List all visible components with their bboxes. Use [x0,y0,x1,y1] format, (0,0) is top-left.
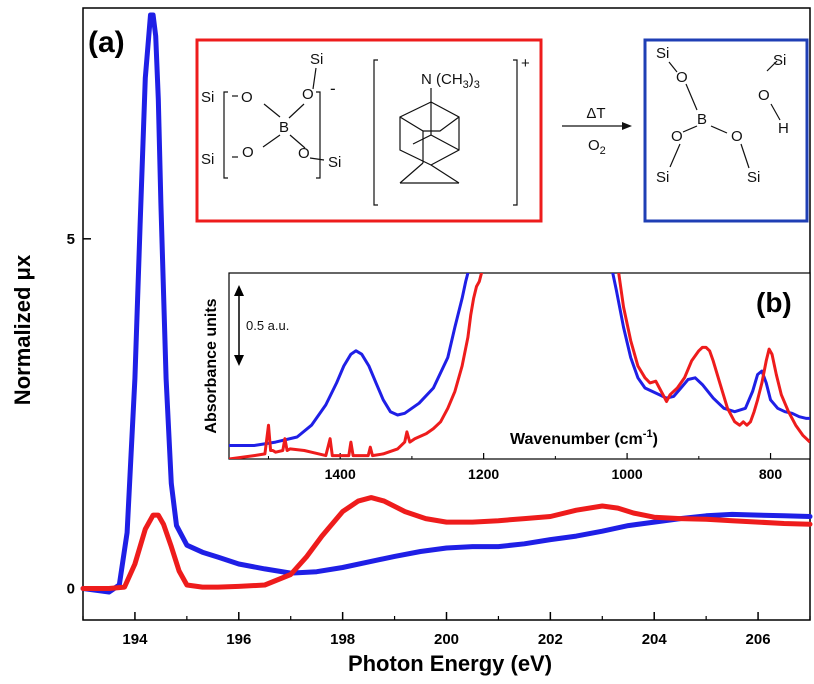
main-series-group [80,12,813,595]
borate-charge: - [330,79,336,98]
arrow-label-bottom-sub: 2 [600,145,606,157]
x-tick-label: 194 [122,631,148,648]
inset-x-axis-title: Wavenumber (cm-1) [510,428,658,448]
inset-series-group [229,273,810,459]
cation-amine-main: N (CH [421,71,463,88]
inset-series-line-0 [229,273,470,447]
adamantane-structure [373,59,518,206]
product-structure [668,60,781,169]
cation-amine: N (CH3)3 [421,71,480,91]
main-axis-ticks: 194 196 198 200 202 204 206 0 5 [67,231,811,648]
borate-si-left-bottom: Si [201,151,214,168]
inset-x-axis-title-sup: -1 [643,428,653,440]
x-tick-label: 198 [330,631,355,648]
inset-x-tick-label: 1000 [612,466,643,482]
borate-o-bottom-left: O [242,144,254,161]
reactant-box [195,38,543,223]
product-o-right: O [731,128,743,145]
inset-x-axis-title-close: ) [653,431,658,448]
main-series-line-1 [80,495,813,591]
inset-series-clip [229,273,810,459]
product-o-oh: O [758,87,770,104]
x-tick-label: 196 [226,631,251,648]
inset-axis-ticks: 1400 1200 1000 800 [267,453,783,482]
inset-x-axis-title-main: Wavenumber (cm [510,431,643,448]
borate-si-left-top: Si [201,89,214,106]
cation-amine-close: ) [469,71,474,88]
inset-x-tick-label: 1200 [468,466,499,482]
arrow-label-top: ΔT [586,105,605,122]
product-b: B [697,111,707,128]
x-tick-label: 200 [434,631,459,648]
x-tick-label: 204 [642,631,668,648]
product-si-right: Si [747,169,760,186]
cation-charge: + [521,55,530,72]
scale-bar-label: 0.5 a.u. [246,318,289,333]
panel-a-label: (a) [88,26,125,59]
product-box [643,38,809,223]
y-axis-title: Normalized μx [10,254,35,405]
reaction-arrow [562,122,632,130]
product-si-top: Si [656,45,669,62]
product-si-oh: Si [773,52,786,69]
borate-o-bottom-right: O [298,145,310,162]
panel-b-label: (b) [756,287,792,318]
inset-series-line-3 [617,273,810,444]
x-tick-label: 206 [746,631,771,648]
borate-structure [223,67,325,179]
scale-bar [234,285,244,366]
cation-amine-sub2: 3 [474,79,480,91]
product-h: H [778,120,789,137]
cation-amine-sub: 3 [463,79,469,91]
inset-y-axis-title: Absorbance units [203,298,220,433]
arrow-label-bottom: O2 [588,137,606,157]
borate-si-top: Si [310,51,323,68]
arrow-label-bottom-main: O [588,137,600,154]
inset-x-tick-label: 800 [759,466,783,482]
inset-series-line-2 [229,273,484,459]
y-tick-label: 5 [67,231,75,248]
borate-o-top-left: O [241,89,253,106]
y-tick-label: 0 [67,581,75,598]
borate-o-top-right: O [302,86,314,103]
product-si-left: Si [656,169,669,186]
inset-series-line-1 [611,273,810,420]
product-o-top: O [676,69,688,86]
x-tick-label: 202 [538,631,563,648]
inset-x-tick-label: 1400 [325,466,356,482]
product-o-left: O [671,128,683,145]
borate-b: B [279,119,289,136]
borate-si-right-bottom: Si [328,154,341,171]
x-axis-title: Photon Energy (eV) [348,651,552,676]
